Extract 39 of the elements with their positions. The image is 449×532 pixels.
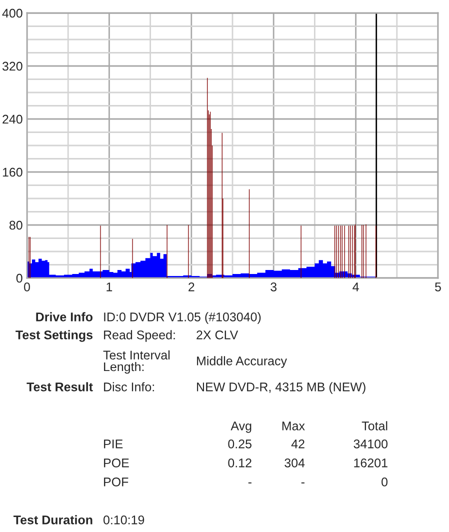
text: NEW DVD-R, 4315 MB (NEW): [197, 382, 366, 394]
text: Disc Info:: [104, 382, 154, 392]
x-tick-label: 5: [435, 282, 441, 292]
text: POF: [104, 478, 128, 486]
text: 0: [382, 478, 388, 486]
y-tick-label: 400: [2, 8, 22, 18]
text: Drive Info: [36, 312, 93, 322]
x-tick-label: 1: [106, 282, 112, 292]
text: Test Settings: [16, 330, 92, 342]
x-tick-label: 2: [188, 282, 194, 292]
text: 0.12: [228, 458, 252, 468]
text: Read Speed:: [104, 330, 175, 342]
y-tick-label: 0: [16, 274, 22, 283]
text: POE: [104, 458, 129, 468]
text: 34100: [354, 440, 388, 448]
text: ID:0 DVDR V1.05 (#103040): [104, 312, 261, 324]
y-tick-label: 320: [2, 62, 22, 71]
text: -: [248, 482, 252, 484]
y-tick-label: 80: [9, 220, 22, 230]
x-tick-label: 3: [270, 282, 277, 292]
text: 0:10:19: [103, 516, 144, 524]
x-tick-label: 0: [24, 282, 30, 292]
y-tick-label: 160: [2, 168, 22, 177]
text: Test Result: [26, 382, 93, 392]
text: Test Interval Length:: [103, 350, 170, 374]
text: Test Duration: [14, 515, 92, 524]
text: Max: [282, 422, 305, 430]
text: 0.25: [228, 440, 252, 448]
y-tick-label: 240: [2, 114, 22, 124]
text: 304: [284, 458, 305, 468]
text: -: [301, 482, 304, 484]
text: 2X CLV: [196, 330, 238, 340]
text: 42: [291, 440, 304, 448]
text: PIE: [104, 440, 123, 448]
text: Middle Accuracy: [197, 356, 287, 368]
text: Avg: [230, 422, 252, 433]
text: Total: [362, 421, 388, 430]
x-tick-label: 4: [352, 282, 359, 292]
text: 16201: [354, 458, 388, 468]
